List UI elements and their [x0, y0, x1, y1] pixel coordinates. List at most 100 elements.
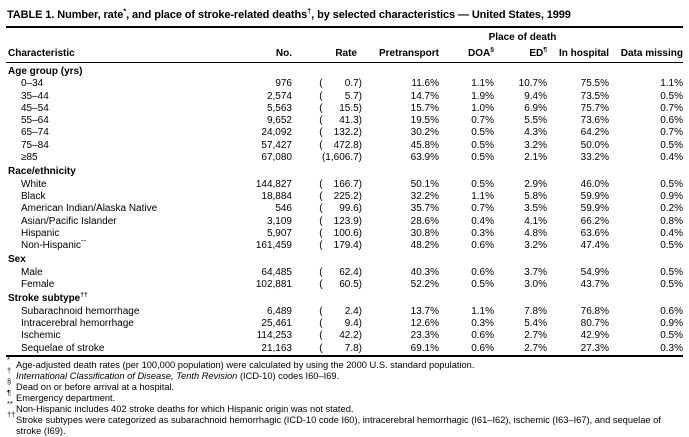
cell-rate: ( 42.2): [319, 330, 362, 342]
row-label: Ischemic: [21, 330, 61, 342]
cell-no: 546: [275, 203, 292, 215]
cell-ed: 2.1%: [524, 152, 547, 164]
footnote-text: Age-adjusted death rates (per 100,000 po…: [16, 359, 475, 370]
cell-no: 24,092: [261, 127, 292, 139]
cell-ed: 2.9%: [524, 178, 547, 190]
row-label: 0–34: [21, 78, 44, 90]
row-label: Hispanic: [21, 227, 60, 239]
cell-in-hospital: 80.7%: [580, 317, 609, 329]
cell-no: 18,884: [261, 190, 292, 202]
cell-in-hospital: 42.9%: [580, 330, 609, 342]
table-row: 65–74 24,092 ( 132.2) 30.2% 0.5% 4.3% 64.2% 0.7…: [6, 127, 683, 139]
row-label: Subarachnoid hemorrhage: [21, 305, 140, 317]
cell-ed: 2.7%: [524, 330, 547, 342]
section-header-row: Race/ethnicity: [6, 164, 683, 178]
spanner-spacer: [6, 28, 362, 44]
cell-rate: ( 60.5): [319, 279, 362, 291]
cell-doa: 1.1%: [471, 78, 494, 90]
cell-no: 5,563: [266, 102, 292, 114]
cell-pretransport: 30.2%: [410, 127, 439, 139]
section-header-stroke-subtype: Stroke subtype††: [8, 292, 88, 305]
cell-doa: 1.1%: [471, 190, 494, 202]
row-label: Female: [21, 279, 55, 291]
cell-doa: 0.7%: [471, 115, 494, 127]
section-header-row: Sex: [6, 252, 683, 266]
cell-doa: 0.5%: [471, 139, 494, 151]
cell-pretransport: 15.7%: [410, 102, 439, 114]
cell-doa: 0.5%: [471, 279, 494, 291]
cell-data-missing: 0.2%: [660, 203, 683, 215]
cell-ed: 5.8%: [524, 190, 547, 202]
cell-rate: ( 166.7): [319, 178, 362, 190]
col-header-no: No.: [230, 44, 292, 63]
table-row: 45–54 5,563 ( 15.5) 15.7% 1.0% 6.9% 75.7% 0.7%: [6, 103, 683, 115]
cell-in-hospital: 46.0%: [580, 178, 609, 190]
section-header-race-ethnicity: Race/ethnicity: [8, 166, 76, 178]
cell-ed: 3.0%: [524, 279, 547, 291]
cell-pretransport: 19.5%: [410, 115, 439, 127]
cell-ed: 5.4%: [524, 317, 547, 329]
table-row: Ischemic 114,253 ( 42.2) 23.3% 0.6% 2.7% 42.9%…: [6, 330, 683, 342]
cell-data-missing: 0.6%: [660, 115, 683, 127]
table-row: 35–44 2,574 ( 5.7) 14.7% 1.9% 9.4% 73.5% 0.5%: [6, 91, 683, 103]
row-label: Black: [21, 190, 46, 202]
place-of-death-header: Place of death: [488, 32, 557, 43]
cell-doa: 1.9%: [471, 90, 494, 102]
cell-ed: 9.4%: [524, 90, 547, 102]
superscript-marker: ¶: [543, 46, 547, 54]
cell-no: 3,109: [266, 215, 292, 227]
cell-doa: 1.0%: [471, 102, 494, 114]
cell-data-missing: 0.7%: [660, 102, 683, 114]
table-row: Subarachnoid hemorrhage 6,489 ( 2.4) 13.7% 1…: [6, 306, 683, 318]
cell-data-missing: 0.9%: [660, 317, 683, 329]
cell-ed: 4.1%: [524, 215, 547, 227]
cell-no: 21,163: [261, 342, 292, 354]
cell-pretransport: 11.6%: [411, 78, 439, 90]
cell-ed: 3.2%: [524, 240, 547, 252]
cell-in-hospital: 63.6%: [580, 227, 609, 239]
cell-pretransport: 45.8%: [410, 139, 439, 151]
cell-pretransport: 28.6%: [410, 215, 439, 227]
cell-rate: ( 15.5): [319, 102, 362, 114]
cell-no: 2,574: [266, 90, 292, 102]
cell-ed: 3.7%: [524, 266, 547, 278]
cell-rate: ( 100.6): [319, 227, 362, 239]
col-header-characteristic: Characteristic: [6, 44, 230, 63]
cell-no: 9,652: [266, 115, 292, 127]
section-header-sex: Sex: [8, 254, 26, 266]
cell-doa: 0.4%: [471, 215, 494, 227]
row-label: ≥85: [21, 152, 38, 164]
footnote: †† Stroke subtypes were categorized as su…: [7, 409, 661, 436]
cell-in-hospital: 73.6%: [580, 115, 609, 127]
cell-rate: ( 9.4): [319, 317, 362, 329]
cell-data-missing: 0.4%: [660, 227, 683, 239]
footnote-text: Non-Hispanic includes 402 stroke deaths …: [16, 403, 354, 414]
table-row: American Indian/Alaska Native 546 ( 99.6) 3…: [6, 203, 683, 215]
title-text-2: , and place of stroke-related deaths: [126, 9, 308, 21]
footnote: ** Non-Hispanic includes 402 stroke death…: [7, 398, 354, 414]
cell-no: 64,485: [261, 266, 292, 278]
table-row: Male 64,485 ( 62.4) 40.3% 0.6% 3.7% 54.9% 0.5%: [6, 267, 683, 279]
title-footnote-marker-rate: *: [123, 6, 127, 16]
cell-in-hospital: 27.3%: [580, 342, 609, 354]
cell-no: 976: [275, 78, 292, 90]
row-label: Sequelae of stroke: [21, 342, 105, 354]
cell-in-hospital: 75.5%: [580, 78, 609, 90]
cell-pretransport: 69.1%: [410, 342, 439, 354]
cell-pretransport: 12.6%: [410, 317, 439, 329]
section-header-age-group-yrs: Age group (yrs): [8, 66, 83, 77]
cell-doa: 0.6%: [471, 342, 494, 354]
cell-data-missing: 0.7%: [660, 127, 683, 139]
cell-rate: ( 2.4): [319, 305, 362, 317]
footnote-text: Stroke subtypes were categorized as suba…: [16, 414, 661, 436]
cell-pretransport: 30.8%: [410, 227, 439, 239]
cell-doa: 0.5%: [471, 178, 494, 190]
row-label: Asian/Pacific Islander: [21, 215, 117, 227]
section-header-row: Age group (yrs): [6, 63, 683, 79]
cell-rate: ( 41.3): [319, 115, 362, 127]
col-header-in-hospital: In hospital: [547, 44, 609, 63]
cell-rate: ( 99.6): [319, 203, 362, 215]
row-label: White: [21, 178, 47, 190]
row-label: 75–84: [21, 139, 49, 151]
